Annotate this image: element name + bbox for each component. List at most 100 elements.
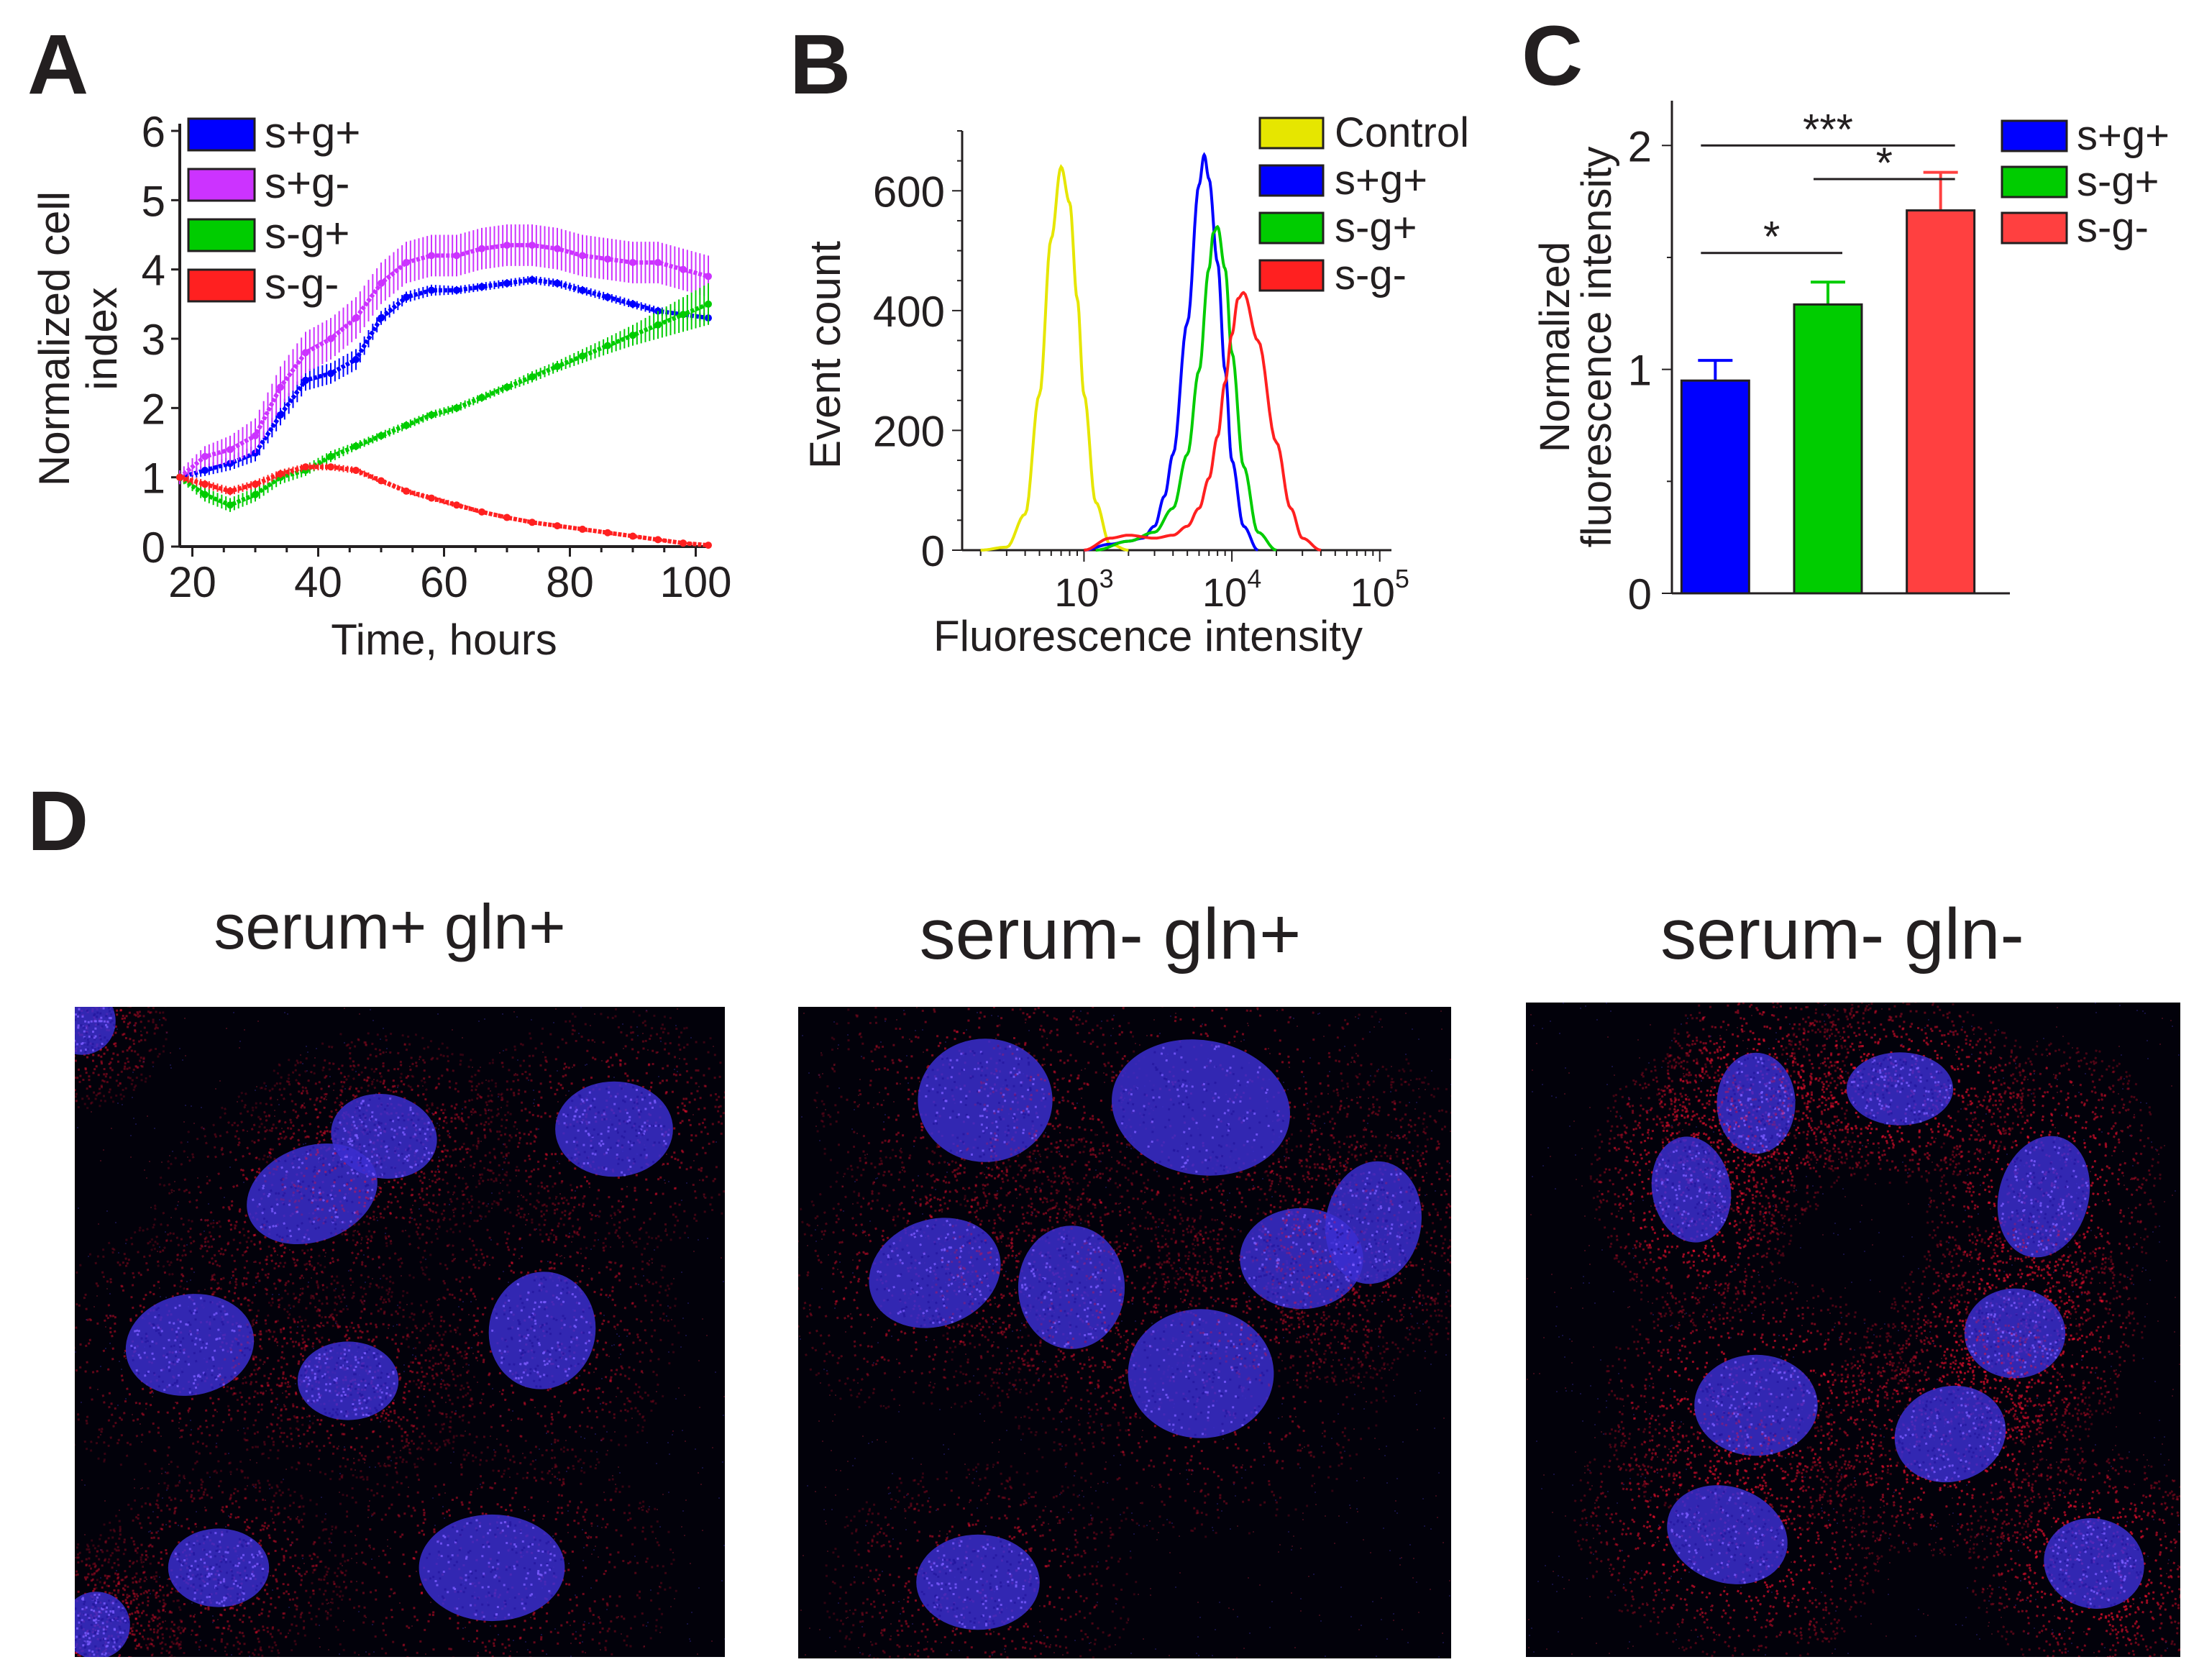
cytoplasm-speck [277, 1137, 280, 1141]
cytoplasm-speck [111, 1347, 115, 1350]
nucleus-speck [588, 1121, 590, 1124]
noise-speck [397, 1305, 398, 1306]
cytoplasm-speck [679, 1236, 682, 1239]
cytoplasm-speck [291, 1251, 295, 1254]
cytoplasm-speck [432, 1113, 435, 1116]
cytoplasm-speck [508, 1134, 511, 1137]
nucleus-speck [607, 1126, 610, 1129]
cytoplasm-speck [718, 1193, 721, 1196]
nucleus-speck [365, 1125, 367, 1128]
cytoplasm-speck [163, 1184, 166, 1187]
nucleus-speck [388, 1156, 390, 1159]
cytoplasm-speck [266, 1356, 269, 1360]
cytoplasm-speck [515, 1134, 517, 1137]
cytoplasm-speck [140, 1273, 142, 1277]
cytoplasm-speck [552, 1167, 555, 1169]
nucleus-speck [632, 1141, 635, 1144]
data-point [579, 352, 586, 360]
cytoplasm-speck [200, 1244, 203, 1247]
cytoplasm-speck [470, 1164, 472, 1167]
noise-speck [378, 1556, 380, 1557]
noise-speck [140, 1423, 141, 1425]
legend-swatch-s+g- [187, 168, 256, 202]
nucleus-speck [332, 1184, 336, 1188]
cytoplasm-speck [280, 1197, 283, 1201]
cytoplasm-speck [461, 1054, 465, 1056]
noise-speck [513, 1011, 515, 1013]
nucleus-speck [307, 1184, 311, 1188]
cytoplasm-speck [139, 1226, 142, 1229]
cytoplasm-speck [308, 1123, 312, 1126]
cytoplasm-speck [314, 1181, 316, 1184]
cytoplasm-speck [693, 1098, 696, 1101]
cytoplasm-speck [461, 1177, 465, 1180]
noise-speck [335, 1288, 337, 1289]
noise-speck [490, 1090, 491, 1092]
cytoplasm-speck [196, 1460, 198, 1464]
cytoplasm-speck [300, 1092, 303, 1095]
cytoplasm-speck [493, 1148, 495, 1151]
data-point [176, 473, 183, 481]
cytoplasm-speck [649, 1202, 652, 1204]
cytoplasm-speck [76, 1271, 78, 1274]
cytoplasm-speck [474, 1074, 477, 1077]
cytoplasm-speck [234, 1283, 238, 1287]
noise-speck [566, 1471, 567, 1472]
cytoplasm-speck [305, 1157, 308, 1160]
noise-speck [300, 1054, 301, 1056]
noise-speck [397, 1087, 398, 1088]
cytoplasm-speck [159, 1250, 162, 1254]
cytoplasm-speck [292, 1355, 295, 1358]
nucleus-speck [261, 1187, 265, 1190]
cytoplasm-speck [197, 1185, 201, 1189]
noise-speck [672, 1434, 673, 1435]
cytoplasm-speck [234, 1220, 238, 1223]
cytoplasm-speck [406, 1074, 410, 1078]
cytoplasm-speck [289, 1137, 293, 1141]
cytoplasm-speck [530, 1079, 533, 1082]
noise-speck [344, 1042, 345, 1044]
cytoplasm-speck [337, 1259, 339, 1261]
cytoplasm-speck [211, 1256, 214, 1260]
noise-speck [299, 1447, 301, 1448]
noise-speck [170, 1067, 172, 1069]
noise-speck [659, 1632, 661, 1633]
cytoplasm-speck [662, 1023, 664, 1026]
cytoplasm-speck [287, 1059, 291, 1062]
noise-speck [557, 1478, 558, 1479]
data-point [478, 393, 485, 401]
noise-speck [191, 1429, 192, 1430]
cytoplasm-speck [669, 1017, 672, 1019]
cytoplasm-speck [320, 1087, 323, 1090]
noise-speck [115, 1222, 116, 1223]
cytoplasm-speck [240, 1099, 244, 1102]
cytoplasm-speck [227, 1242, 230, 1246]
nucleus-speck [380, 1157, 383, 1160]
cytoplasm-speck [217, 1249, 221, 1253]
cytoplasm-speck [316, 1149, 319, 1151]
cytoplasm-speck [172, 1232, 175, 1236]
cytoplasm-speck [169, 1239, 173, 1243]
cytoplasm-speck [170, 1272, 174, 1276]
cytoplasm-speck [253, 1243, 256, 1246]
cytoplasm-speck [316, 1172, 319, 1175]
cytoplasm-speck [102, 1349, 106, 1353]
cytoplasm-speck [314, 1331, 317, 1335]
cytoplasm-speck [75, 1369, 78, 1372]
cytoplasm-speck [342, 1289, 345, 1292]
cytoplasm-speck [571, 1235, 574, 1238]
nucleus-speck [311, 1199, 314, 1202]
cytoplasm-speck [200, 1432, 204, 1435]
noise-speck [344, 1008, 345, 1009]
noise-speck [175, 1402, 176, 1403]
cytoplasm-speck [120, 1284, 123, 1287]
nucleus-speck [641, 1092, 643, 1095]
noise-speck [212, 1622, 214, 1623]
cytoplasm-speck [263, 1236, 267, 1239]
cytoplasm-speck [365, 1235, 368, 1238]
nucleus-speck [258, 1202, 261, 1206]
cytoplasm-speck [306, 1285, 309, 1288]
cytoplasm-speck [438, 1225, 441, 1228]
cytoplasm-speck [664, 1230, 667, 1233]
cytoplasm-speck [267, 1272, 270, 1276]
